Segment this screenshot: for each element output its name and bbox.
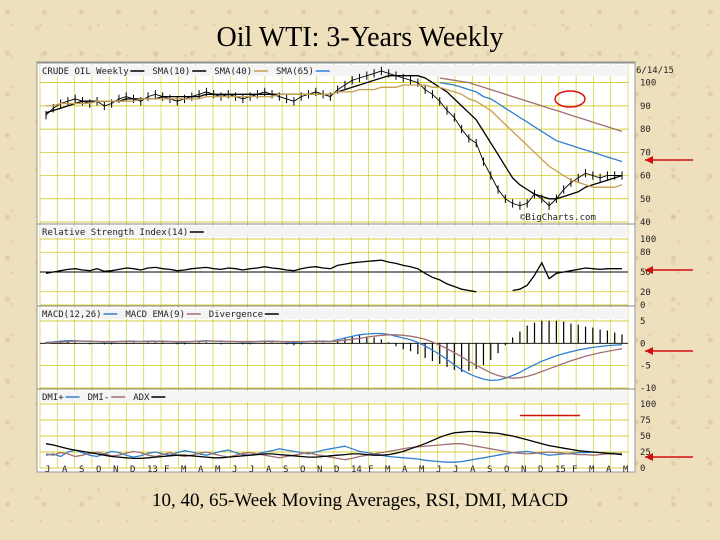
series-line xyxy=(46,84,623,188)
y-tick-label: 75 xyxy=(640,416,651,426)
x-tick-label: D xyxy=(130,465,135,475)
y-tick-label: -5 xyxy=(640,362,651,372)
y-tick-label: 5 xyxy=(640,317,645,327)
legend-entry: CRUDE OIL Weekly xyxy=(42,67,129,77)
highlight-circle xyxy=(554,90,586,108)
x-tick-label: J xyxy=(45,465,50,475)
arrow-head xyxy=(645,156,653,164)
x-tick-label: A xyxy=(198,465,204,475)
arrow-head xyxy=(645,453,653,461)
y-tick-label: 100 xyxy=(640,400,656,410)
y-tick-label: 80 xyxy=(640,248,651,258)
y-tick-label: 0 xyxy=(640,301,645,311)
legend-entry: DMI- xyxy=(88,393,110,403)
legend-strip xyxy=(40,391,628,402)
x-tick-label: J xyxy=(436,465,441,475)
series-line xyxy=(45,334,623,379)
x-tick-label: S xyxy=(283,465,288,475)
y-tick-label: 70 xyxy=(640,148,651,158)
x-tick-label: 15 xyxy=(555,465,566,475)
y-tick-label: 90 xyxy=(640,102,651,112)
legend-entry: MACD(12,26) xyxy=(42,310,102,320)
legend-strip xyxy=(40,65,628,76)
y-tick-label: 0 xyxy=(640,339,645,349)
x-tick-label: 13 xyxy=(147,465,158,475)
y-tick-label: 25 xyxy=(640,448,651,458)
x-tick-label: J xyxy=(232,465,237,475)
x-tick-label: N xyxy=(113,465,118,475)
x-tick-label: M xyxy=(419,465,425,475)
x-tick-label: A xyxy=(606,465,612,475)
x-tick-label: A xyxy=(62,465,68,475)
x-tick-label: M xyxy=(181,465,187,475)
series-line xyxy=(45,443,623,461)
x-tick-label: O xyxy=(96,465,101,475)
y-tick-label: 40 xyxy=(640,218,651,228)
series-line xyxy=(45,430,623,460)
legend-entry: SMA(65) xyxy=(276,67,314,77)
arrow-head xyxy=(645,347,653,355)
legend-strip xyxy=(40,308,628,319)
arrow-head xyxy=(645,266,653,274)
x-tick-label: M xyxy=(385,465,391,475)
legend-entry: SMA(10) xyxy=(152,67,190,77)
y-tick-label: 100 xyxy=(640,79,656,89)
x-tick-label: A xyxy=(470,465,476,475)
x-tick-label: S xyxy=(79,465,84,475)
x-tick-label: J xyxy=(453,465,458,475)
x-tick-label: D xyxy=(334,465,339,475)
y-tick-label: 50 xyxy=(640,432,651,442)
y-tick-label: 20 xyxy=(640,288,651,298)
x-tick-label: A xyxy=(402,465,408,475)
x-tick-label: M xyxy=(623,465,629,475)
legend-entry: SMA(40) xyxy=(214,67,252,77)
legend-strip xyxy=(40,226,628,237)
slide-caption: 10, 40, 65-Week Moving Averages, RSI, DM… xyxy=(151,490,569,511)
y-tick-label: 80 xyxy=(640,125,651,135)
legend-entry: DMI+ xyxy=(42,393,64,403)
y-tick-label: -10 xyxy=(640,384,656,394)
watermark: ©BigCharts.com xyxy=(520,213,596,223)
legend-entry: Relative Strength Index(14) xyxy=(42,228,188,238)
x-tick-label: M xyxy=(589,465,595,475)
x-tick-label: 14 xyxy=(351,465,362,475)
series-line xyxy=(439,77,623,133)
y-tick-label: 60 xyxy=(640,172,651,182)
x-tick-label: D xyxy=(538,465,543,475)
x-tick-label: F xyxy=(572,465,577,475)
slide-title: Oil WTI: 3-Years Weekly xyxy=(216,22,504,53)
series-line xyxy=(439,81,623,163)
legend-entry: Divergence xyxy=(209,310,263,320)
x-tick-label: N xyxy=(521,465,526,475)
y-tick-label: 50 xyxy=(640,195,651,205)
x-tick-label: F xyxy=(164,465,169,475)
x-tick-label: O xyxy=(300,465,305,475)
y-tick-label: 50 xyxy=(640,268,651,278)
date-label: 6/14/15 xyxy=(636,66,674,76)
y-tick-label: 0 xyxy=(640,464,645,474)
x-tick-label: J xyxy=(249,465,254,475)
series-line xyxy=(45,259,622,293)
legend-entry: ADX xyxy=(133,393,150,403)
x-tick-label: O xyxy=(504,465,509,475)
y-tick-label: 100 xyxy=(640,235,656,245)
x-tick-label: N xyxy=(317,465,322,475)
x-tick-label: S xyxy=(487,465,492,475)
x-tick-label: F xyxy=(368,465,373,475)
series-line xyxy=(45,445,623,463)
x-tick-label: M xyxy=(215,465,221,475)
x-tick-label: A xyxy=(266,465,272,475)
legend-entry: MACD EMA(9) xyxy=(125,310,185,320)
